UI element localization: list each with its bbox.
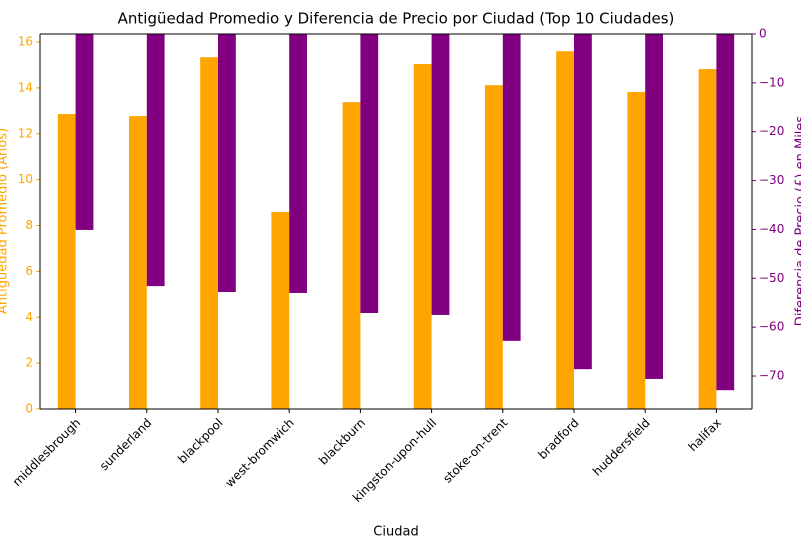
x-tick-label: halifax [686, 416, 724, 454]
x-axis-label: Ciudad [373, 525, 418, 540]
y2-axis-label: Diferencia de Precio (£) en Miles [794, 116, 801, 327]
y-tick-label: 8 [25, 218, 33, 232]
bar [57, 114, 76, 409]
bar [200, 57, 218, 410]
bar [431, 34, 450, 315]
y-tick-label: 4 [25, 310, 33, 324]
x-tick-label: bradford [535, 416, 581, 462]
y2-tick-label: −70 [759, 369, 784, 383]
y2-tick-label: −10 [759, 75, 784, 89]
bar [698, 69, 717, 410]
y2-tick-label: −60 [759, 320, 784, 334]
x-tick-label: middlesbrough [10, 416, 83, 489]
bar [413, 64, 432, 409]
x-tick-label: huddersfield [590, 416, 653, 479]
bar [75, 34, 94, 230]
y2-tick-label: −50 [759, 271, 784, 285]
bar [502, 34, 521, 341]
bar [716, 34, 735, 391]
chart-title: Antigüedad Promedio y Diferencia de Prec… [118, 10, 675, 28]
y-tick-label: 16 [18, 35, 33, 49]
x-tick-label: west-bromwich [222, 416, 296, 490]
bar [360, 34, 379, 313]
bar [289, 34, 307, 293]
bar [627, 92, 646, 409]
bar [146, 34, 165, 287]
x-tick-label: stoke-on-trent [440, 415, 510, 485]
bar [342, 102, 361, 409]
bar [645, 34, 663, 379]
x-tick-label: blackburn [316, 416, 368, 468]
y-tick-label: 2 [25, 356, 33, 370]
y-tick-label: 0 [25, 402, 33, 416]
y-axis-label: Antigüedad Promedio (Años) [0, 128, 11, 314]
y-tick-label: 14 [18, 80, 33, 94]
x-tick-label: sunderland [97, 416, 154, 473]
bar [218, 34, 236, 292]
x-tick-label: blackpool [175, 416, 226, 467]
bar [271, 211, 290, 409]
y-tick-label: 10 [18, 172, 33, 186]
bar [556, 51, 574, 409]
bar [574, 34, 592, 370]
y2-tick-label: 0 [759, 27, 767, 41]
y2-tick-label: −40 [759, 222, 784, 236]
y2-tick-label: −20 [759, 124, 784, 138]
y2-tick-label: −30 [759, 173, 784, 187]
y-tick-label: 6 [25, 264, 33, 278]
y-tick-label: 12 [18, 126, 33, 140]
bar [485, 85, 503, 409]
bar [129, 116, 147, 409]
